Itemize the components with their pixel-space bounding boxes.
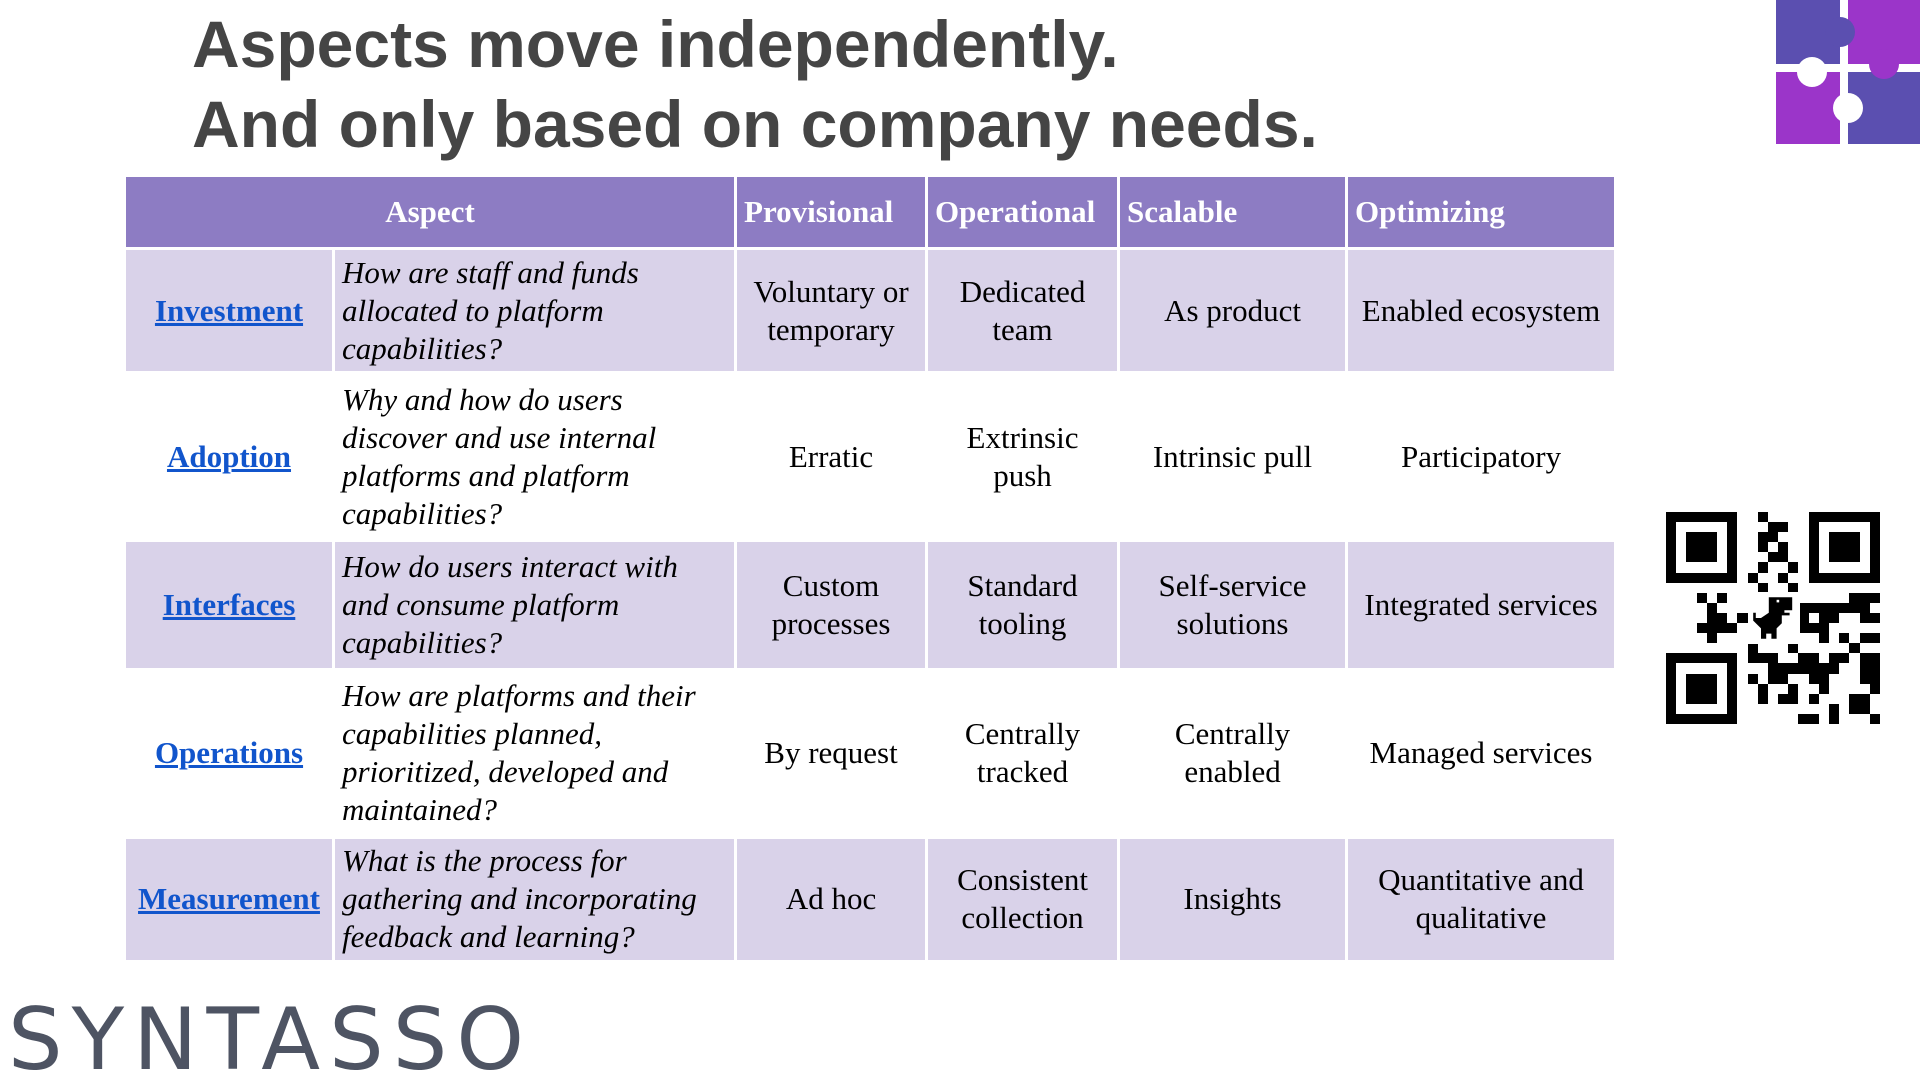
header-operational: Operational xyxy=(925,174,1121,250)
table-row: Operations How are platforms and their c… xyxy=(123,667,1618,839)
cell-scalable: Insights xyxy=(1117,835,1349,964)
header-scalable: Scalable xyxy=(1117,174,1349,250)
header-aspect: Aspect xyxy=(122,174,738,250)
syntasso-wordmark: SYNTASSO xyxy=(8,990,534,1090)
table-header-row: Aspect Provisional Operational Scalable … xyxy=(122,174,1618,250)
table-row: Measurement What is the process for gath… xyxy=(123,835,1618,964)
aspect-link-measurement[interactable]: Measurement xyxy=(123,835,335,964)
aspect-question: How are staff and funds allocated to pla… xyxy=(331,246,738,375)
table-row: Investment How are staff and funds alloc… xyxy=(123,246,1618,375)
cell-operational: Extrinsic push xyxy=(925,371,1121,543)
cell-provisional: Voluntary or temporary xyxy=(734,246,929,375)
aspect-link-adoption[interactable]: Adoption xyxy=(123,371,335,543)
cell-provisional: Custom processes xyxy=(734,539,929,671)
aspect-link-operations[interactable]: Operations xyxy=(123,667,335,839)
cell-optimizing: Managed services xyxy=(1345,667,1618,839)
aspect-link-investment[interactable]: Investment xyxy=(123,246,335,375)
slide-title: Aspects move independently. And only bas… xyxy=(192,4,1318,164)
cell-scalable: Self-service solutions xyxy=(1117,539,1349,671)
aspect-question: How do users interact with and consume p… xyxy=(331,539,738,671)
cell-scalable: As product xyxy=(1117,246,1349,375)
cell-provisional: Erratic xyxy=(734,371,929,543)
cell-operational: Consistent collection xyxy=(925,835,1121,964)
aspect-question: How are platforms and their capabilities… xyxy=(331,667,738,839)
table-row: Adoption Why and how do users discover a… xyxy=(123,371,1618,543)
cell-optimizing: Quantitative and qualitative xyxy=(1345,835,1618,964)
title-line-2: And only based on company needs. xyxy=(192,87,1318,161)
cell-scalable: Centrally enabled xyxy=(1117,667,1349,839)
aspect-question: Why and how do users discover and use in… xyxy=(331,371,738,543)
title-line-1: Aspects move independently. xyxy=(192,7,1119,81)
aspect-link-interfaces[interactable]: Interfaces xyxy=(123,539,335,671)
aspect-question: What is the process for gathering and in… xyxy=(331,835,738,964)
cell-optimizing: Integrated services xyxy=(1345,539,1618,671)
qr-code-icon[interactable] xyxy=(1666,512,1880,724)
cell-optimizing: Participatory xyxy=(1345,371,1618,543)
header-provisional: Provisional xyxy=(734,174,929,250)
cell-operational: Standard tooling xyxy=(925,539,1121,671)
maturity-model-table: Aspect Provisional Operational Scalable … xyxy=(122,174,1618,964)
cell-operational: Dedicated team xyxy=(925,246,1121,375)
header-optimizing: Optimizing xyxy=(1345,174,1618,250)
puzzle-piece-logo-icon xyxy=(1776,0,1920,144)
cell-provisional: Ad hoc xyxy=(734,835,929,964)
cell-provisional: By request xyxy=(734,667,929,839)
dinosaur-icon xyxy=(1748,592,1800,644)
cell-scalable: Intrinsic pull xyxy=(1117,371,1349,543)
table-row: Interfaces How do users interact with an… xyxy=(123,539,1618,671)
cell-operational: Centrally tracked xyxy=(925,667,1121,839)
cell-optimizing: Enabled ecosystem xyxy=(1345,246,1618,375)
